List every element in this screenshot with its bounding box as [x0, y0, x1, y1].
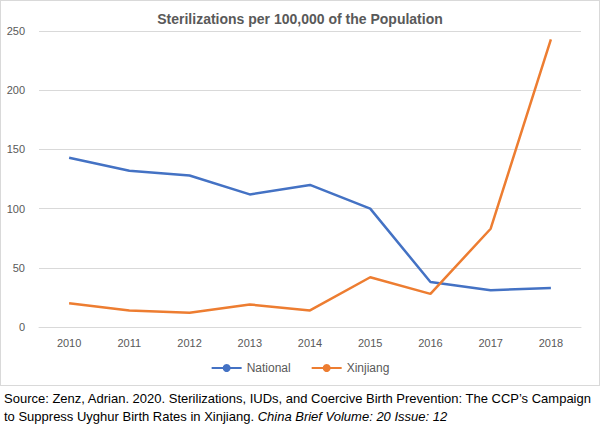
svg-text:2018: 2018 [539, 337, 563, 349]
svg-text:0: 0 [19, 321, 25, 333]
svg-text:2013: 2013 [238, 337, 262, 349]
svg-text:2015: 2015 [358, 337, 382, 349]
svg-text:National: National [247, 361, 291, 375]
svg-text:50: 50 [13, 262, 25, 274]
svg-text:2014: 2014 [298, 337, 322, 349]
svg-text:2016: 2016 [418, 337, 442, 349]
svg-text:200: 200 [7, 84, 25, 96]
svg-text:Xinjiang: Xinjiang [347, 361, 390, 375]
svg-text:100: 100 [7, 203, 25, 215]
svg-text:150: 150 [7, 143, 25, 155]
svg-text:2017: 2017 [478, 337, 502, 349]
svg-text:250: 250 [7, 25, 25, 37]
html-text:Source: Zenz, Adrian. 2020. St: Source: Zenz, Adrian. 2020. Sterilizatio… [4, 391, 591, 424]
svg-text:2011: 2011 [118, 337, 142, 349]
svg-text:2010: 2010 [57, 337, 81, 349]
svg-text:Sterilizations per 100,000 of: Sterilizations per 100,000 of the Popula… [157, 11, 443, 27]
svg-text:2012: 2012 [177, 337, 201, 349]
